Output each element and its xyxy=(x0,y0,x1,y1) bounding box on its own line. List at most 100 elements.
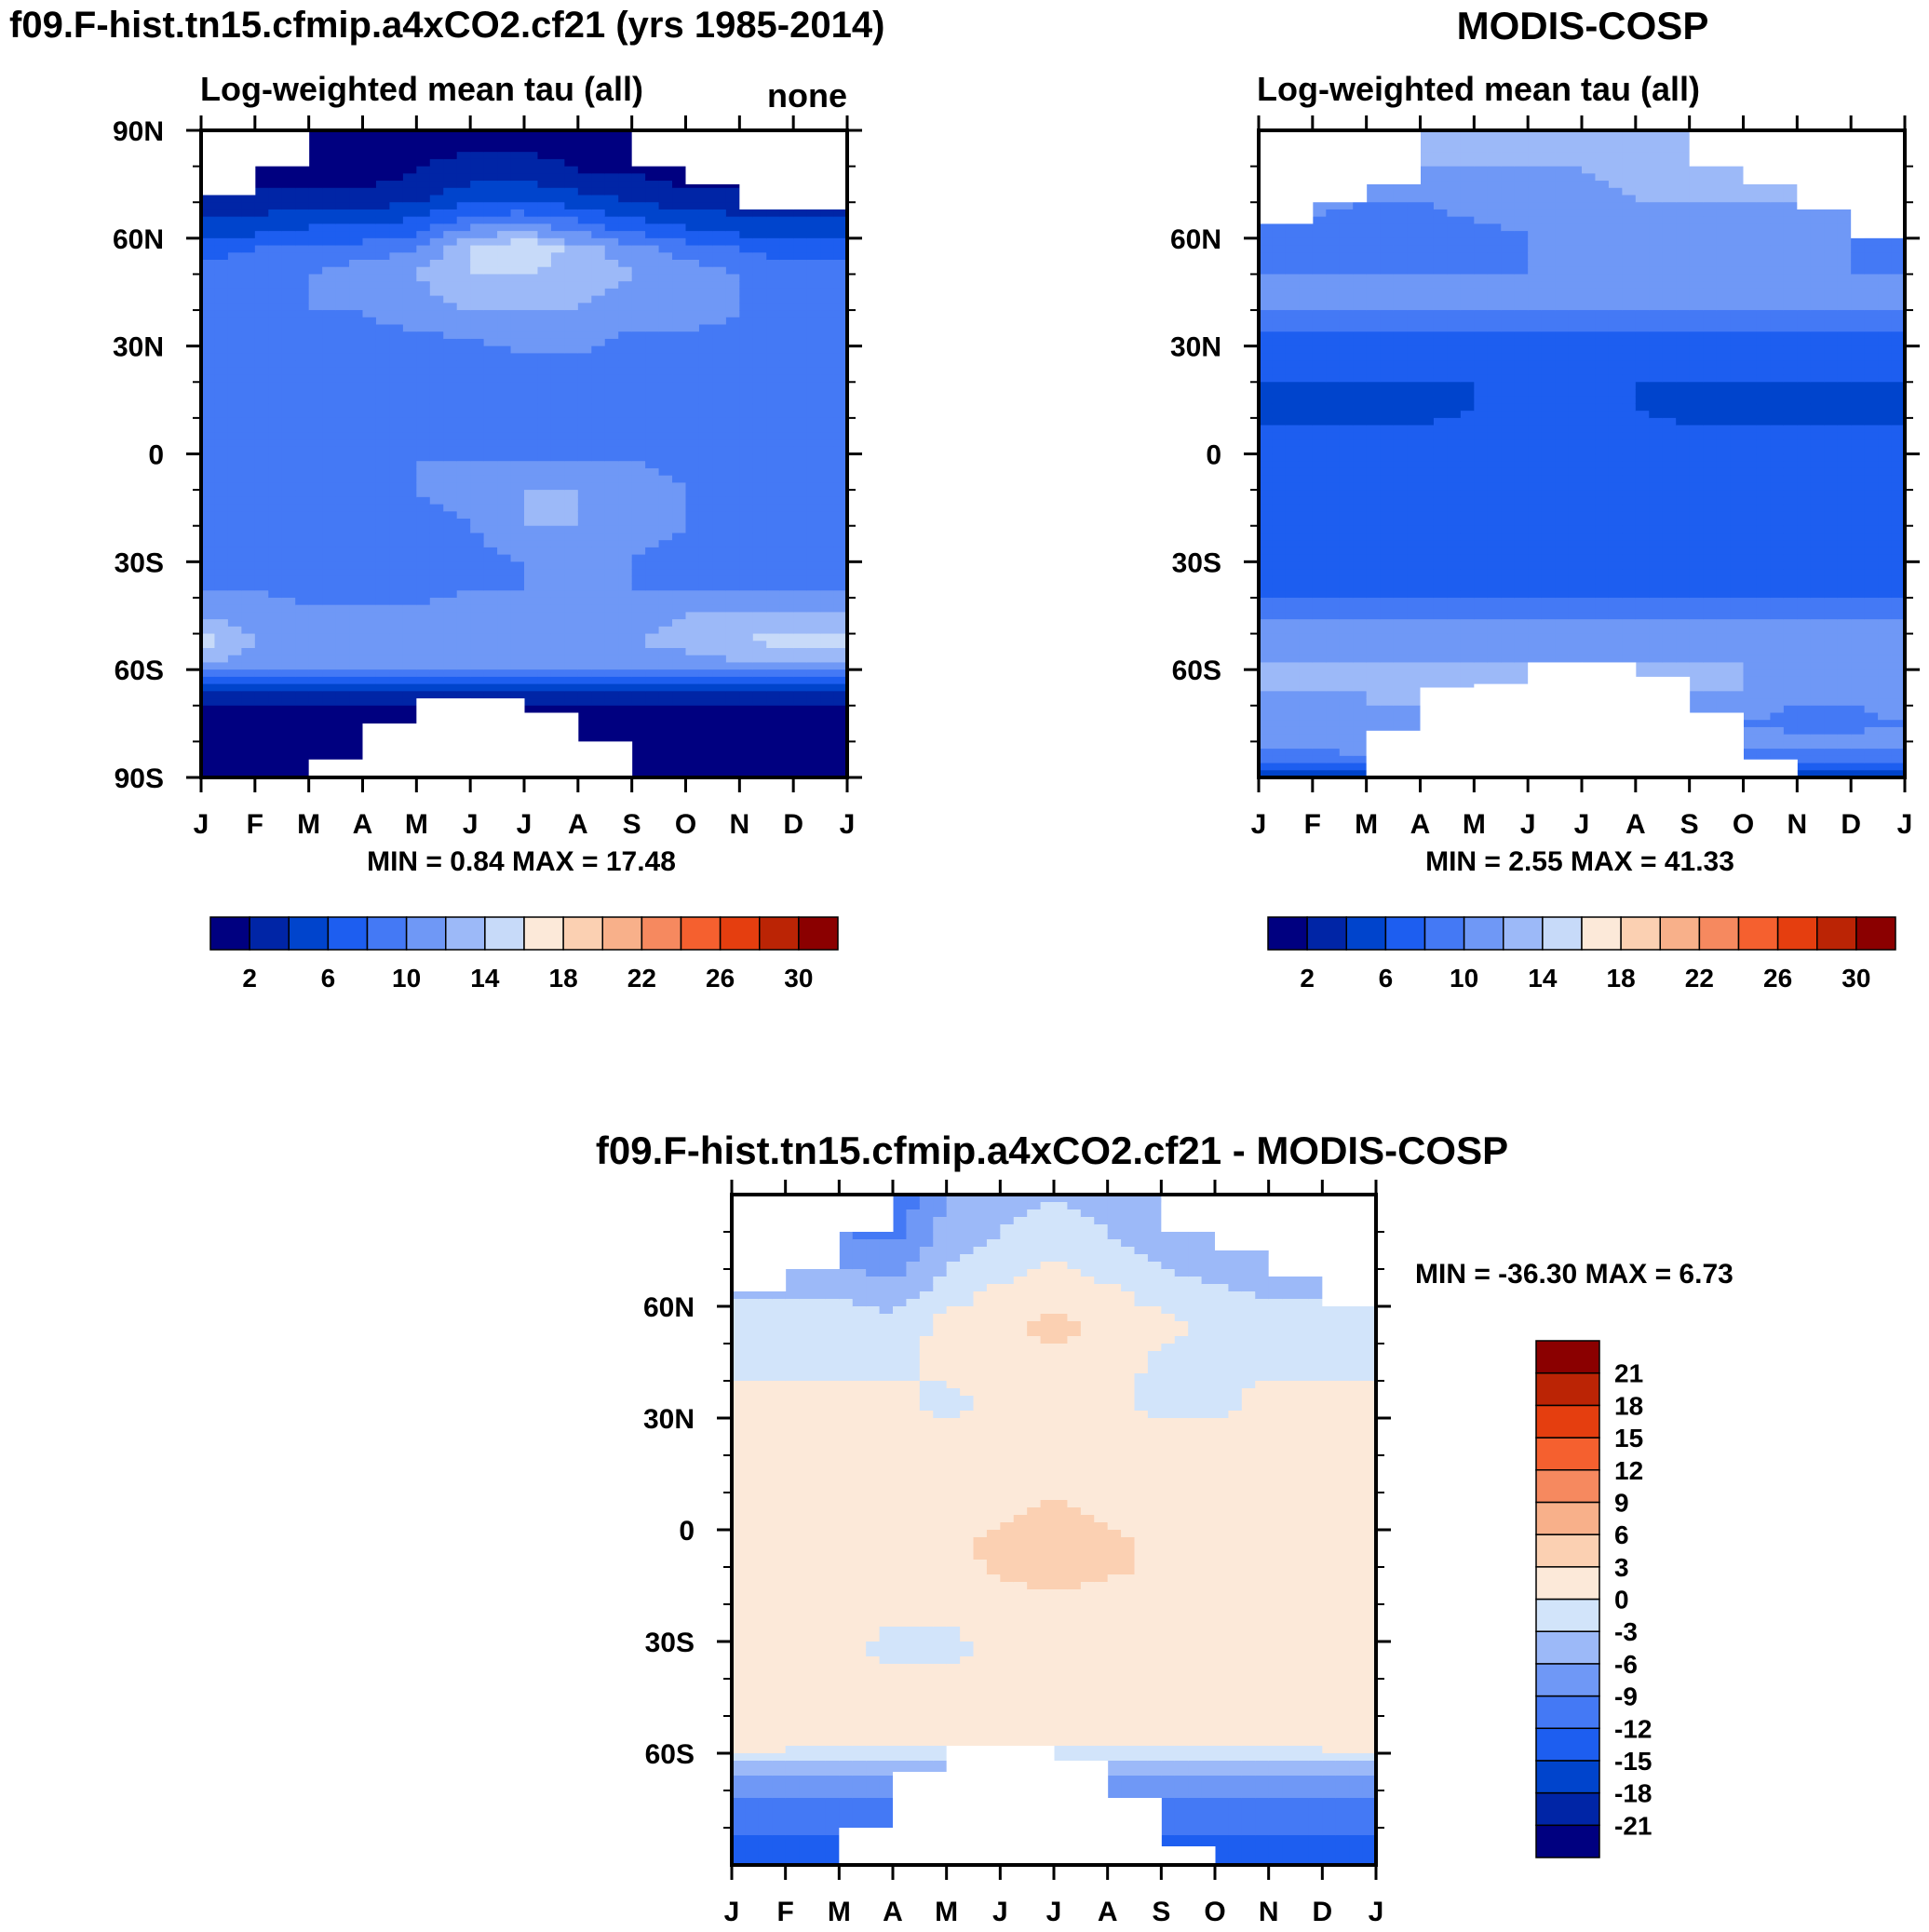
colorbar-box xyxy=(405,916,447,951)
contour-cell xyxy=(389,345,404,354)
contour-cell xyxy=(833,691,848,699)
contour-cell xyxy=(268,453,283,462)
contour-cell xyxy=(470,519,485,527)
contour-cell xyxy=(725,353,740,361)
contour-cell xyxy=(564,281,579,290)
contour-cell xyxy=(1312,382,1327,390)
contour-cell xyxy=(375,152,391,160)
contour-cell xyxy=(604,252,619,261)
contour-cell xyxy=(201,676,216,685)
contour-cell xyxy=(658,374,673,383)
contour-cell xyxy=(362,669,377,678)
contour-cell xyxy=(618,281,633,290)
contour-cell xyxy=(295,662,310,670)
contour-cell xyxy=(322,338,337,347)
contour-cell xyxy=(524,683,539,692)
contour-cell xyxy=(483,490,498,498)
contour-cell xyxy=(375,626,391,635)
contour-cell xyxy=(1259,446,1274,455)
contour-cell xyxy=(604,575,619,585)
contour-cell xyxy=(793,382,808,390)
contour-cell xyxy=(766,490,781,498)
contour-cell xyxy=(779,561,794,570)
contour-cell xyxy=(402,662,417,670)
contour-cell xyxy=(443,482,458,491)
contour-cell xyxy=(335,367,350,376)
contour-cell xyxy=(214,202,229,210)
contour-cell xyxy=(470,490,485,498)
contour-cell xyxy=(550,130,565,139)
contour-cell xyxy=(362,583,377,591)
contour-cell xyxy=(645,237,660,247)
contour-cell xyxy=(295,467,310,477)
contour-cell xyxy=(214,389,229,398)
contour-cell xyxy=(1259,720,1274,728)
contour-cell xyxy=(1312,590,1327,599)
contour-cell xyxy=(524,382,539,390)
contour-cell xyxy=(483,641,498,649)
contour-cell xyxy=(510,461,525,469)
contour-cell xyxy=(295,295,310,304)
contour-cell xyxy=(604,540,619,548)
contour-cell xyxy=(685,425,700,433)
contour-cell xyxy=(1312,389,1327,398)
contour-cell xyxy=(510,590,525,599)
contour-cell xyxy=(766,569,781,577)
contour-cell xyxy=(779,231,794,239)
contour-cell xyxy=(227,575,242,585)
contour-cell xyxy=(429,245,444,253)
contour-cell xyxy=(658,475,673,483)
contour-cell xyxy=(402,195,417,203)
contour-cell xyxy=(739,533,754,541)
contour-cell xyxy=(349,130,364,139)
contour-cell xyxy=(1272,504,1287,512)
contour-cell xyxy=(766,231,781,239)
contour-cell xyxy=(604,698,619,707)
contour-cell xyxy=(752,726,767,736)
contour-cell xyxy=(833,655,848,664)
contour-cell xyxy=(604,260,619,268)
contour-cell xyxy=(497,237,512,247)
contour-cell xyxy=(618,683,633,692)
contour-cell xyxy=(362,237,377,247)
contour-cell xyxy=(1259,266,1274,276)
contour-cell xyxy=(254,554,269,562)
contour-cell xyxy=(254,662,269,670)
contour-cell xyxy=(254,547,269,556)
contour-cell xyxy=(214,382,229,390)
contour-cell xyxy=(227,295,242,304)
contour-cell xyxy=(470,166,485,174)
contour-cell xyxy=(308,382,323,390)
contour-cell xyxy=(820,389,835,398)
contour-cell xyxy=(254,181,269,189)
contour-cell xyxy=(604,209,619,218)
contour-cell xyxy=(1285,612,1300,620)
contour-cell xyxy=(577,324,592,332)
contour-cell xyxy=(591,453,606,462)
contour-cell xyxy=(537,691,552,699)
contour-cell xyxy=(1259,439,1274,448)
contour-cell xyxy=(658,533,673,541)
contour-cell xyxy=(375,619,391,628)
contour-cell xyxy=(201,237,216,247)
contour-cell xyxy=(806,317,821,326)
contour-cell xyxy=(268,338,283,347)
contour-cell xyxy=(281,525,296,534)
contour-cell xyxy=(443,152,458,160)
contour-cell xyxy=(604,662,619,670)
contour-cell xyxy=(820,547,835,556)
contour-cell xyxy=(214,461,229,469)
contour-cell xyxy=(820,411,835,419)
contour-cell xyxy=(766,360,781,369)
contour-cell xyxy=(698,619,714,628)
contour-cell xyxy=(779,691,794,699)
contour-cell xyxy=(1299,648,1314,656)
contour-cell xyxy=(470,461,485,469)
contour-cell xyxy=(335,482,350,491)
contour-cell xyxy=(281,345,296,354)
contour-cell xyxy=(779,749,794,757)
contour-cell xyxy=(308,590,323,599)
contour-cell xyxy=(685,511,700,520)
contour-cell xyxy=(1312,698,1327,707)
contour-cell xyxy=(739,288,754,297)
